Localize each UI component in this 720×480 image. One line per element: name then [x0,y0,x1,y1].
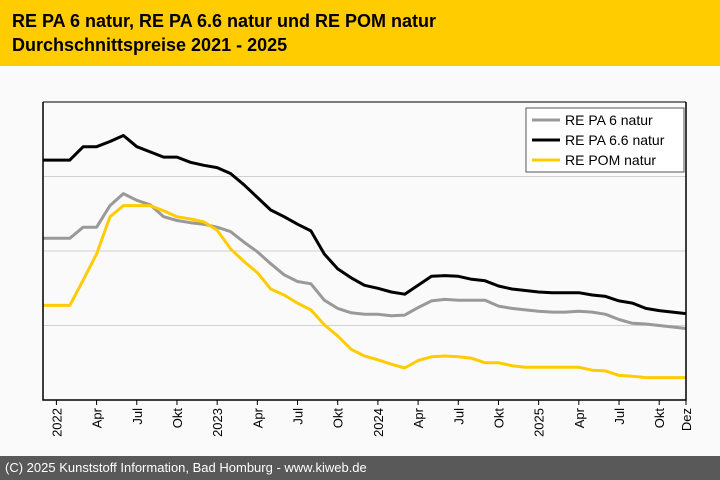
x-tick-label: 2025 [532,408,547,437]
x-tick-label: Apr [411,407,426,428]
x-tick-label: Okt [170,408,185,429]
x-tick-label: Okt [491,408,506,429]
axis-frame [42,102,687,401]
x-tick-label: Jul [451,408,466,425]
x-tick-label: Jul [612,408,627,425]
x-tick-label: Jul [130,408,145,425]
x-tick-label: 2023 [210,408,225,437]
legend-label: RE POM natur [565,152,656,168]
x-tick-label: Apr [90,407,105,428]
chart-subtitle: Durchschnittspreise 2021 - 2025 [12,35,288,55]
x-tick-label: Jul [291,408,306,425]
x-tick-label: Dez [679,408,694,431]
x-tick-label: Okt [331,408,346,429]
series-line-2 [43,204,686,380]
copyright-footer: (C) 2025 Kunststoff Information, Bad Hom… [0,456,720,480]
header: RE PA 6 natur, RE PA 6.6 natur und RE PO… [0,0,720,66]
x-tick-label: 2024 [371,408,386,437]
x-tick-label: Apr [572,407,587,428]
series-line-1 [43,134,687,316]
x-tick-label: Okt [652,408,667,429]
line-chart: 2022 Apr Jul Okt 2023 Apr Jul Okt 2024 Apr Jul Okt 2… [42,101,694,437]
legend-label: RE PA 6 natur [565,112,653,128]
x-tick-label: 2022 [49,408,64,437]
x-tick-label: Apr [250,407,265,428]
chart-title: RE PA 6 natur, RE PA 6.6 natur und RE PO… [12,11,437,31]
legend-label: RE PA 6.6 natur [565,132,665,148]
legend: RE PA 6 natur RE PA 6.6 natur RE POM natur [525,107,685,173]
